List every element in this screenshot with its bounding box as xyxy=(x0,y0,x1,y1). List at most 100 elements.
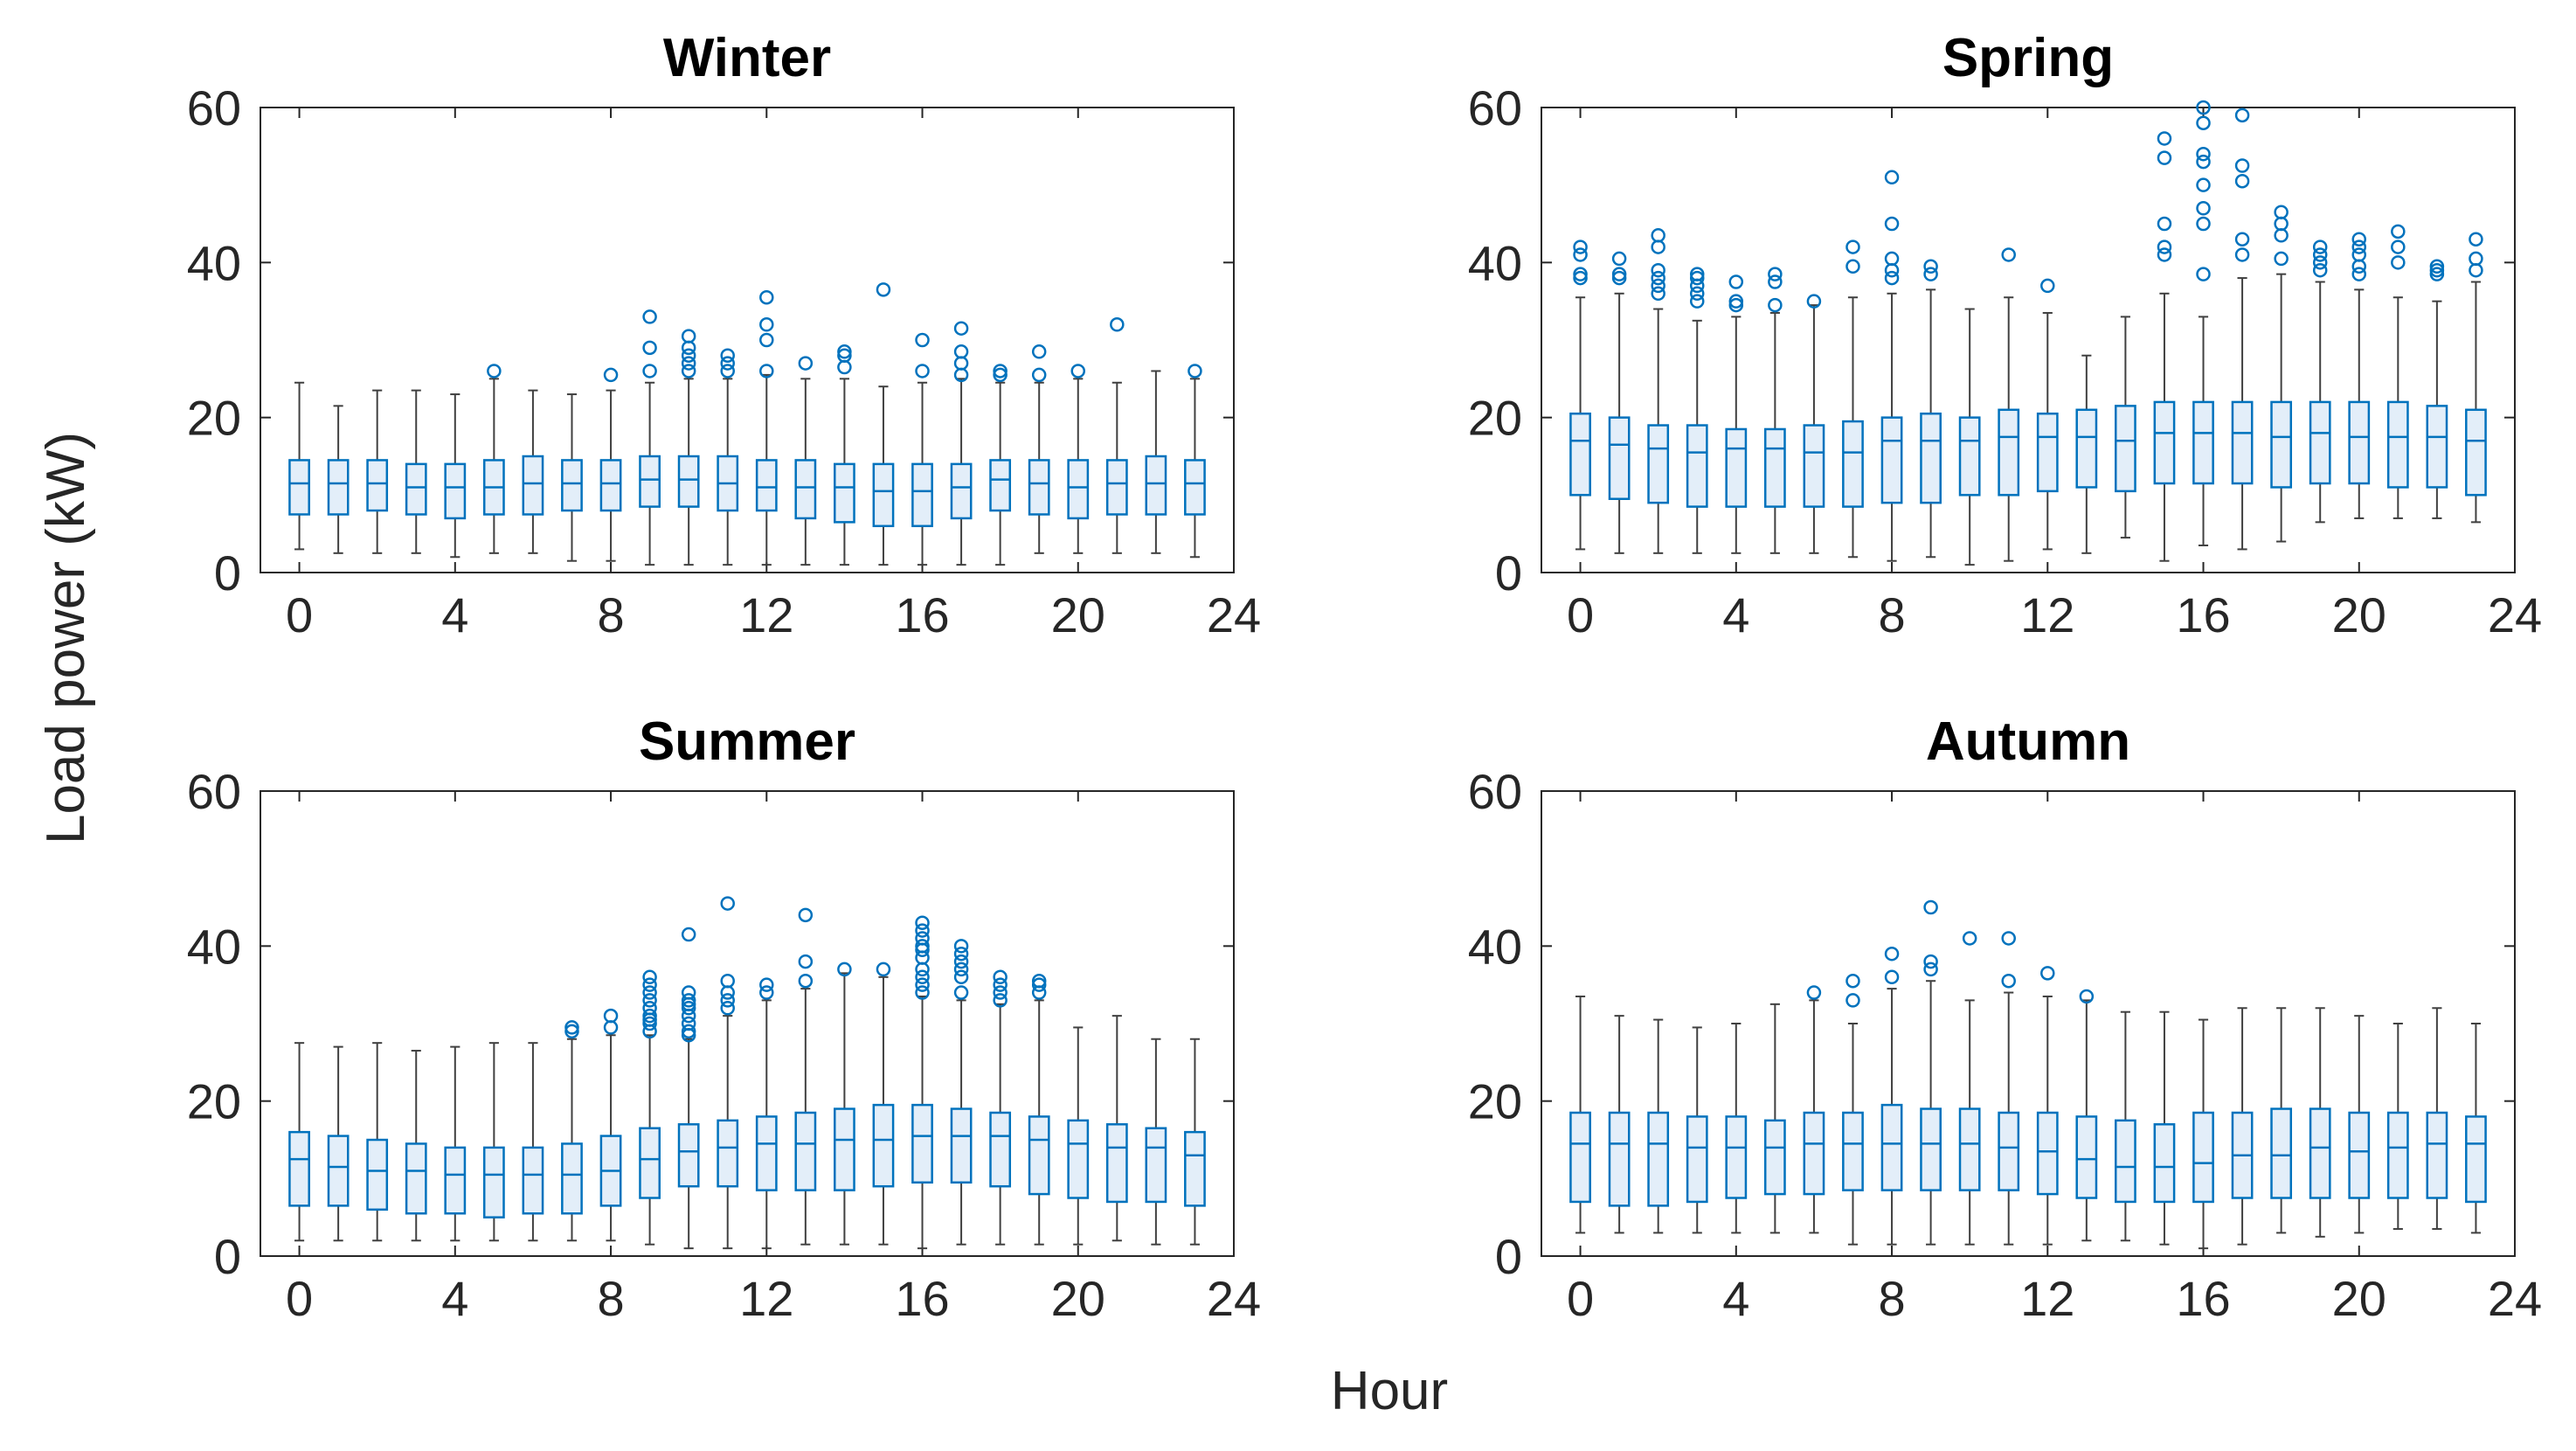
iqr-box xyxy=(1105,1123,1128,1204)
box-hour-2 xyxy=(366,389,389,554)
box-hour-13 xyxy=(2075,989,2098,1242)
outlier-point xyxy=(681,1001,696,1016)
iqr-box xyxy=(639,455,661,508)
box-hour-5 xyxy=(482,1042,505,1242)
box-hour-14 xyxy=(834,962,855,1246)
box-hour-6 xyxy=(522,1042,544,1242)
iqr-box xyxy=(2309,1107,2331,1199)
box-hour-16 xyxy=(2192,1018,2214,1250)
x-tick-label: 12 xyxy=(2020,1271,2074,1326)
iqr-box xyxy=(794,1111,817,1191)
box-hour-8 xyxy=(1880,946,1903,1246)
outlier-point xyxy=(2312,247,2328,262)
outlier-point xyxy=(1768,274,1783,289)
outlier-point xyxy=(1728,274,1744,289)
box-hour-11 xyxy=(717,896,739,1250)
outlier-point xyxy=(2312,240,2328,254)
iqr-box xyxy=(366,1138,389,1211)
box-hour-15 xyxy=(872,962,895,1246)
box-hour-13 xyxy=(794,356,817,566)
box-hour-4 xyxy=(444,393,467,559)
outlier-point xyxy=(1651,262,1665,278)
iqr-box xyxy=(1569,1111,1591,1204)
outlier-point xyxy=(1031,367,1047,383)
box-hour-9 xyxy=(639,969,661,1246)
outlier-point xyxy=(1689,294,1705,309)
iqr-box xyxy=(755,459,778,512)
outlier-point xyxy=(681,927,696,942)
box-hour-8 xyxy=(599,1008,622,1242)
x-tick-label: 0 xyxy=(286,1271,313,1326)
outlier-point xyxy=(720,356,735,371)
box-hour-4 xyxy=(1725,1023,1748,1234)
y-tick-label: 20 xyxy=(1468,391,1522,446)
x-tick-label: 12 xyxy=(2020,587,2074,642)
outlier-point xyxy=(681,356,696,371)
box-hour-3 xyxy=(405,389,427,554)
iqr-box xyxy=(2036,1111,2059,1196)
outlier-point xyxy=(993,993,1008,1008)
y-tick-label: 40 xyxy=(1468,919,1522,974)
outlier-point xyxy=(953,946,969,962)
iqr-box xyxy=(522,1146,544,1215)
iqr-box xyxy=(1958,1107,1981,1191)
iqr-box xyxy=(872,1103,895,1188)
box-hour-9 xyxy=(1920,259,1942,559)
plot-frame xyxy=(1541,790,2516,1257)
box-hour-22 xyxy=(2426,1007,2448,1230)
outlier-point xyxy=(2001,973,2016,989)
outlier-point xyxy=(2001,247,2016,262)
outlier-point xyxy=(1884,170,1900,185)
outlier-point xyxy=(2196,267,2211,281)
iqr-box xyxy=(755,1115,778,1191)
box-hour-12 xyxy=(2036,278,2059,551)
outlier-point xyxy=(2429,267,2445,281)
x-tick-label: 20 xyxy=(1051,1271,1105,1326)
outlier-point xyxy=(2312,262,2328,278)
outlier-point xyxy=(2234,232,2250,246)
outlier-point xyxy=(2157,131,2172,146)
iqr-box xyxy=(2386,400,2409,489)
box-hour-15 xyxy=(2153,1010,2176,1246)
box-hour-0 xyxy=(1569,995,1591,1234)
y-axis-label: Load power (kW) xyxy=(36,432,96,844)
box-hour-4 xyxy=(444,1045,467,1242)
outlier-point xyxy=(1884,969,1900,985)
box-hour-11 xyxy=(717,348,739,566)
outlier-point xyxy=(876,282,891,297)
iqr-box xyxy=(1028,459,1050,516)
outlier-point xyxy=(2157,150,2172,165)
x-tick-label: 16 xyxy=(895,587,949,642)
box-hour-11 xyxy=(1998,931,2020,1246)
plot-frame xyxy=(260,790,1235,1257)
box-hour-6 xyxy=(522,389,544,554)
x-tick-label: 0 xyxy=(286,587,313,642)
iqr-box xyxy=(717,1119,739,1188)
outlier-point xyxy=(1884,270,1900,286)
iqr-box xyxy=(2270,400,2293,489)
outlier-point xyxy=(953,985,969,1000)
iqr-box xyxy=(444,462,467,520)
outlier-point xyxy=(1573,267,1588,281)
box-hour-10 xyxy=(1958,308,1981,566)
outlier-point xyxy=(681,1024,696,1039)
iqr-box xyxy=(405,1142,427,1215)
box-hour-6 xyxy=(1803,985,1825,1234)
iqr-box xyxy=(2426,1111,2448,1199)
y-tick-label: 60 xyxy=(1468,80,1522,135)
outlier-point xyxy=(2196,154,2211,170)
box-hour-17 xyxy=(2231,1007,2254,1246)
outlier-point xyxy=(564,1020,579,1035)
outlier-point xyxy=(915,977,930,992)
x-axis-label: Hour xyxy=(1331,1361,1448,1421)
iqr-box xyxy=(1763,1119,1786,1196)
iqr-box xyxy=(1608,416,1631,501)
box-hour-22 xyxy=(1145,1038,1167,1246)
iqr-box xyxy=(1184,459,1206,516)
outlier-point xyxy=(798,973,814,989)
box-hour-19 xyxy=(2309,1007,2331,1238)
outlier-point xyxy=(2196,100,2211,115)
box-hour-15 xyxy=(872,282,895,566)
box-hour-15 xyxy=(2153,131,2176,562)
plot-frame xyxy=(1541,107,2516,573)
